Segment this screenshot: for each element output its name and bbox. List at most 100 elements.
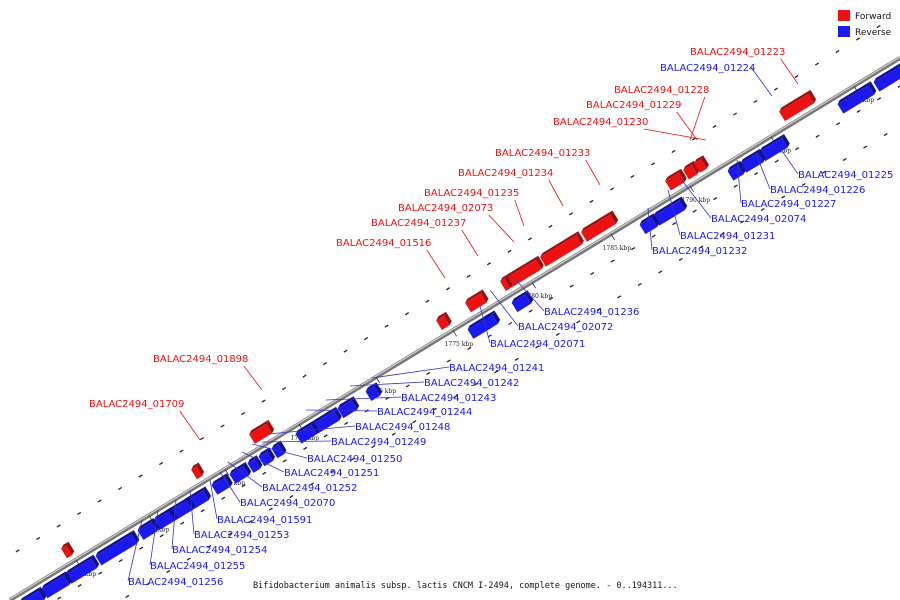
reverse-gene-side	[679, 196, 688, 210]
reverse-leader-line	[241, 451, 285, 473]
reverse-gene-side	[224, 473, 233, 487]
guide-dash	[98, 571, 103, 575]
guide-dash	[180, 521, 185, 525]
forward-leader-line	[488, 214, 515, 243]
guide-dash	[617, 295, 622, 299]
guide-dash	[467, 346, 472, 351]
reverse-gene-side	[492, 310, 501, 324]
forward-gene-top	[191, 462, 199, 470]
reverse-gene-top	[41, 571, 66, 589]
scale-tick-label: 1785 kbp	[603, 245, 632, 252]
guide-dash	[876, 25, 881, 29]
reverse-gene-side	[651, 213, 660, 227]
guide-dash	[740, 220, 745, 224]
reverse-gene	[837, 85, 875, 114]
guide-dash	[453, 395, 458, 399]
backbone-line	[8, 56, 900, 600]
scale-tick-label: 1790 kbp	[682, 197, 711, 204]
reverse-gene-label: BALAC2494_01591	[217, 515, 312, 526]
guide-dash	[651, 234, 656, 238]
guide-dash	[138, 474, 143, 478]
forward-leader-line	[643, 128, 707, 141]
guide-dash	[426, 371, 431, 376]
guide-dash	[289, 495, 294, 499]
forward-leader-line	[243, 365, 263, 391]
reverse-gene-label: BALAC2494_01254	[172, 545, 267, 556]
guide-dash	[200, 509, 205, 513]
reverse-gene	[271, 444, 285, 459]
guide-dash	[637, 282, 642, 286]
scale-tick-label: 1780 kbp	[524, 293, 553, 300]
reverse-leader-line	[750, 66, 773, 97]
guide-dash	[732, 112, 738, 116]
guide-dash	[199, 436, 205, 441]
reverse-gene-label: BALAC2494_01249	[331, 437, 426, 448]
forward-gene-label: BALAC2494_01223	[690, 47, 785, 58]
guide-dash	[240, 411, 246, 416]
guide-dash	[753, 99, 758, 104]
reverse-gene-label: BALAC2494_02070	[240, 498, 335, 509]
reverse-leader-line	[267, 425, 356, 435]
forward-gene-top	[505, 255, 539, 279]
reverse-gene-label: BALAC2494_01248	[355, 422, 450, 433]
forward-gene	[500, 279, 511, 291]
guide-dash	[302, 374, 307, 378]
reverse-gene-side	[278, 440, 287, 455]
guide-dash	[344, 421, 349, 425]
reverse-gene-label: BALAC2494_01225	[798, 170, 893, 181]
reverse-gene-side	[868, 81, 877, 95]
forward-gene-side	[443, 311, 452, 326]
reverse-gene-side	[203, 486, 211, 500]
forward-gene-side	[480, 289, 489, 303]
guide-dash	[549, 296, 554, 301]
reverse-gene-top	[873, 63, 900, 83]
reverse-gene-top	[229, 462, 246, 475]
reverse-leader-line	[755, 153, 771, 190]
reverse-gene-top	[759, 134, 784, 152]
reverse-leader-line	[261, 440, 332, 443]
reverse-gene	[365, 386, 380, 401]
forward-gene-side	[66, 541, 75, 556]
guide-dash	[631, 247, 636, 251]
reverse-leader-line	[227, 461, 263, 488]
scale-tick	[610, 233, 615, 241]
guide-dash	[412, 420, 417, 424]
guide-dash	[473, 382, 478, 386]
forward-gene	[581, 214, 616, 242]
guide-dash	[159, 534, 164, 538]
guide-dash	[609, 187, 615, 191]
forward-gene	[465, 293, 487, 313]
reverse-gene	[219, 477, 231, 490]
forward-gene-side	[691, 160, 700, 175]
reverse-gene-label: BALAC2494_01224	[660, 63, 755, 74]
forward-gene-label: BALAC2494_01234	[458, 168, 553, 179]
reverse-gene-label: BALAC2494_01236	[544, 307, 639, 318]
guide-dash	[323, 434, 328, 438]
guide-dash	[303, 446, 308, 450]
guide-dash	[883, 133, 888, 137]
guide-dash	[227, 532, 232, 536]
reverse-gene-label: BALAC2494_01231	[680, 231, 775, 242]
reverse-gene-label: BALAC2494_01227	[741, 199, 836, 210]
forward-gene-label: BALAC2494_01898	[153, 354, 248, 365]
guide-dash	[405, 384, 410, 388]
guide-dash	[692, 209, 697, 213]
guide-dash	[733, 184, 738, 188]
reverse-leader-line	[371, 366, 450, 379]
forward-leader-line	[585, 159, 601, 186]
reverse-leader-line	[171, 499, 177, 550]
guide-dash	[801, 182, 806, 187]
legend-forward-label: Forward	[855, 12, 891, 22]
reverse-gene-label: BALAC2494_01232	[652, 246, 747, 257]
guide-dash	[671, 149, 676, 154]
guide-dash	[384, 324, 389, 328]
forward-gene-top	[540, 231, 579, 258]
guide-dash	[527, 237, 533, 241]
reverse-gene-top	[211, 476, 223, 486]
reverse-gene-label: BALAC2494_01255	[150, 561, 245, 572]
guide-dash	[528, 309, 533, 313]
reverse-gene-label: BALAC2494_01242	[424, 378, 519, 389]
forward-gene-top	[694, 155, 704, 164]
scale-tick	[224, 468, 229, 476]
reverse-gene-label: BALAC2494_01244	[377, 407, 472, 418]
